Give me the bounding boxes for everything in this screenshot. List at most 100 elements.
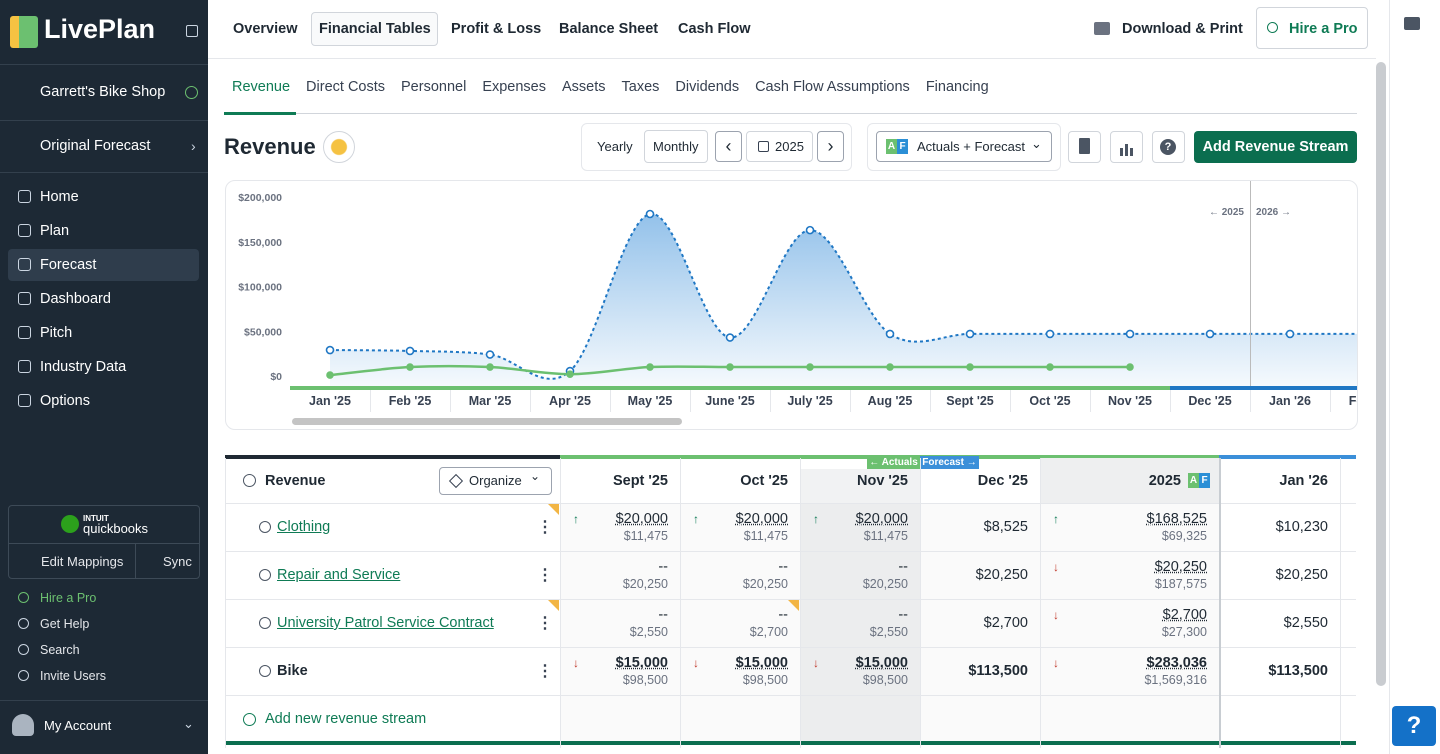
row-menu[interactable]: ⋮ — [537, 567, 553, 584]
scrollbar — [1376, 62, 1386, 686]
year-divider — [1250, 181, 1251, 386]
trend-arrow: ↓ — [573, 656, 579, 670]
sub-tab[interactable]: Expenses — [482, 79, 546, 95]
point — [966, 363, 974, 371]
expand-icon[interactable] — [259, 569, 271, 581]
x-separator — [530, 390, 531, 412]
subtabs: Revenue Direct Costs Personnel Expenses Asse… — [232, 79, 989, 95]
chevron: › — [191, 138, 196, 154]
nav-item[interactable]: Options — [40, 393, 90, 409]
sidebar-link[interactable]: Get Help — [40, 617, 90, 631]
sub-tab[interactable]: Cash Flow Assumptions — [755, 79, 910, 95]
company[interactable]: Garrett's Bike Shop — [40, 84, 166, 100]
nav-item[interactable]: Forecast — [40, 257, 97, 273]
cell-value: $283,036 — [1146, 655, 1207, 671]
nav-icon — [18, 224, 31, 237]
year-box[interactable] — [746, 131, 813, 162]
nav-item[interactable]: Home — [40, 189, 79, 205]
point — [725, 333, 735, 342]
sub-tab[interactable]: Revenue — [232, 79, 291, 95]
y-tick-label: $200,000 — [238, 192, 282, 204]
row-menu[interactable]: ⋮ — [537, 663, 553, 680]
subtab-underline — [224, 112, 296, 115]
add-row[interactable]: Add new revenue stream — [265, 711, 427, 727]
sub-tab[interactable]: Taxes — [621, 79, 660, 95]
cell-value: $2,550 — [1283, 615, 1328, 631]
row-menu[interactable]: ⋮ — [537, 519, 553, 536]
row-name[interactable]: University Patrol Service Contract — [277, 615, 494, 631]
link-icon — [18, 592, 29, 603]
year-arrow[interactable]: › — [817, 131, 844, 162]
table-bottom — [225, 741, 1356, 745]
sidebar-link[interactable]: Hire a Pro — [40, 591, 97, 605]
account[interactable]: My Account — [44, 718, 112, 733]
top-tab[interactable]: Overview — [233, 21, 298, 37]
top-tab[interactable]: Financial Tables — [319, 21, 431, 37]
hire[interactable]: Hire a Pro — [1289, 21, 1358, 37]
help-button[interactable]: ? — [1392, 706, 1436, 746]
period-option[interactable]: Monthly — [653, 139, 699, 154]
cell-value: $113,500 — [968, 663, 1028, 679]
collapse-icon[interactable] — [186, 25, 198, 37]
annotation: 2026 → — [1256, 207, 1291, 218]
sub-tab[interactable]: Direct Costs — [306, 79, 386, 95]
row-name[interactable]: Repair and Service — [277, 567, 401, 583]
cell-value: $10,230 — [1275, 519, 1328, 535]
nav-item[interactable]: Industry Data — [40, 359, 127, 375]
col-line — [1340, 458, 1341, 748]
nav-item[interactable]: Pitch — [40, 325, 73, 341]
area — [330, 213, 1357, 386]
organize-button[interactable] — [439, 467, 552, 495]
qb-action[interactable]: Edit Mappings — [41, 554, 124, 569]
icon-button[interactable] — [1152, 131, 1185, 163]
cell-sub: $20,250 — [742, 577, 788, 591]
icon-button[interactable] — [1110, 131, 1143, 163]
nav-item[interactable]: Dashboard — [40, 291, 111, 307]
point — [886, 363, 894, 371]
x-tick-label: Aug '25 — [868, 394, 913, 408]
chat-icon[interactable] — [1404, 17, 1420, 30]
nav-item[interactable]: Plan — [40, 223, 70, 239]
forecast-selector[interactable]: Original Forecast — [40, 138, 151, 154]
flag — [548, 504, 559, 515]
column-header: Jan '26 — [1279, 473, 1328, 489]
nav-icon — [18, 326, 31, 339]
year-arrow[interactable]: ‹ — [715, 131, 742, 162]
hire-box[interactable] — [1256, 7, 1368, 49]
x-separator — [1010, 390, 1011, 412]
sidebar-link[interactable]: Search — [40, 643, 80, 657]
sidebar-link[interactable]: Invite Users — [40, 669, 106, 683]
col-line — [1219, 458, 1221, 748]
sub-tab[interactable]: Financing — [925, 79, 989, 95]
top-tab[interactable]: Balance Sheet — [559, 21, 659, 37]
add-stream-button[interactable]: Add Revenue Stream — [1194, 131, 1357, 163]
col-line — [1040, 458, 1041, 748]
view-select[interactable] — [876, 131, 1052, 162]
sub-tab[interactable]: Personnel — [401, 79, 467, 95]
qb-action[interactable]: Sync — [163, 554, 192, 569]
x-tick-label: July '25 — [787, 394, 832, 408]
qb-split — [135, 543, 136, 578]
sub-tab[interactable]: Dividends — [675, 79, 740, 95]
nav-icon — [18, 394, 31, 407]
expand-icon[interactable] — [259, 617, 271, 629]
download[interactable]: Download & Print — [1122, 21, 1243, 37]
row-menu[interactable]: ⋮ — [537, 615, 553, 632]
row-name[interactable]: Clothing — [277, 519, 331, 535]
icon-button[interactable] — [1068, 131, 1101, 163]
period-option[interactable]: Yearly — [597, 139, 633, 154]
forecast-bar — [1219, 455, 1356, 459]
add-icon[interactable] — [185, 86, 198, 99]
cell-value: $20,250 — [1275, 567, 1328, 583]
trend-arrow: ↑ — [693, 512, 699, 526]
point — [885, 329, 895, 339]
expand-icon — [243, 474, 256, 487]
top-tab[interactable]: Profit & Loss — [451, 21, 542, 37]
top-tab[interactable]: Cash Flow — [678, 21, 751, 37]
add-icon[interactable] — [243, 713, 256, 726]
sub-tab[interactable]: Assets — [562, 79, 606, 95]
point — [1046, 363, 1054, 371]
expand-icon[interactable] — [259, 521, 271, 533]
cell-sub: $98,500 — [742, 673, 788, 687]
expand-icon[interactable] — [259, 665, 271, 677]
